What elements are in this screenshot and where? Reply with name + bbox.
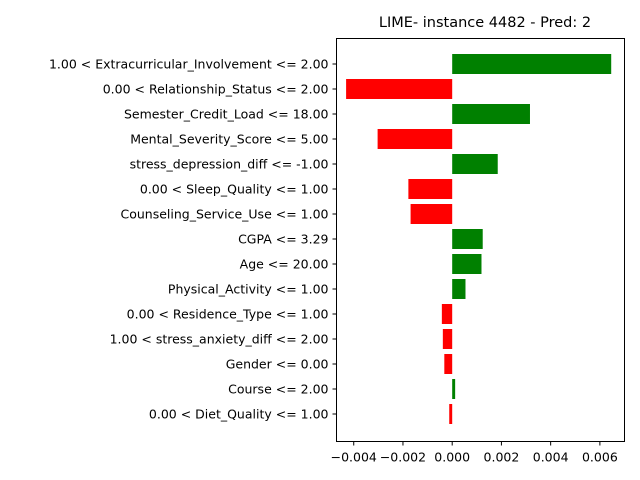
y-tick-label: 0.00 < Residence_Type <= 1.00	[127, 307, 329, 322]
y-tick-label: stress_depression_diff <= -1.00	[130, 157, 329, 172]
y-tick-label: Counseling_Service_Use <= 1.00	[120, 207, 328, 222]
x-tick-label: 0.006	[582, 450, 618, 465]
x-tick-label: 0.004	[533, 450, 569, 465]
chart-title: LIME- instance 4482 - Pred: 2	[379, 15, 591, 31]
x-tick-label: 0.002	[484, 450, 520, 465]
bar-1	[346, 79, 453, 99]
x-ticks: −0.004 −0.002 0.000 0.002 0.004 0.006	[331, 441, 618, 465]
bar-10	[441, 304, 453, 324]
y-tick-label: Mental_Severity_Score <= 5.00	[130, 132, 328, 147]
y-tick-labels: 1.00 < Extracurricular_Involvement <= 2.…	[49, 57, 337, 422]
y-tick-label: Physical_Activity <= 1.00	[168, 282, 329, 297]
bar-6	[410, 204, 453, 224]
bar-4	[452, 154, 498, 174]
bar-12	[444, 354, 453, 374]
bar-3	[377, 129, 453, 149]
bar-2	[452, 104, 530, 124]
y-tick-label: 0.00 < Sleep_Quality <= 1.00	[140, 182, 329, 197]
bars-group	[346, 54, 612, 424]
bar-9	[452, 279, 466, 299]
bar-7	[452, 229, 483, 249]
y-tick-label: CGPA <= 3.29	[238, 232, 328, 247]
y-tick-label: 1.00 < Extracurricular_Involvement <= 2.…	[49, 57, 329, 72]
y-tick-label: 1.00 < stress_anxiety_diff <= 2.00	[110, 332, 329, 347]
bar-8	[452, 254, 482, 274]
y-tick-label: 0.00 < Diet_Quality <= 1.00	[149, 407, 329, 422]
y-tick-label: 0.00 < Relationship_Status <= 2.00	[103, 82, 329, 97]
x-tick-label: −0.004	[331, 450, 377, 465]
y-tick-label: Age <= 20.00	[240, 257, 329, 272]
bar-14	[449, 404, 453, 424]
y-tick-label: Semester_Credit_Load <= 18.00	[124, 107, 329, 122]
x-tick-label: 0.000	[434, 450, 470, 465]
bar-5	[408, 179, 453, 199]
bar-0	[452, 54, 612, 74]
bar-13	[452, 379, 456, 399]
bar-11	[442, 329, 453, 349]
y-tick-label: Gender <= 0.00	[226, 357, 329, 372]
axes-frame	[336, 38, 625, 442]
y-tick-label: Course <= 2.00	[228, 382, 328, 397]
x-tick-label: −0.002	[380, 450, 426, 465]
